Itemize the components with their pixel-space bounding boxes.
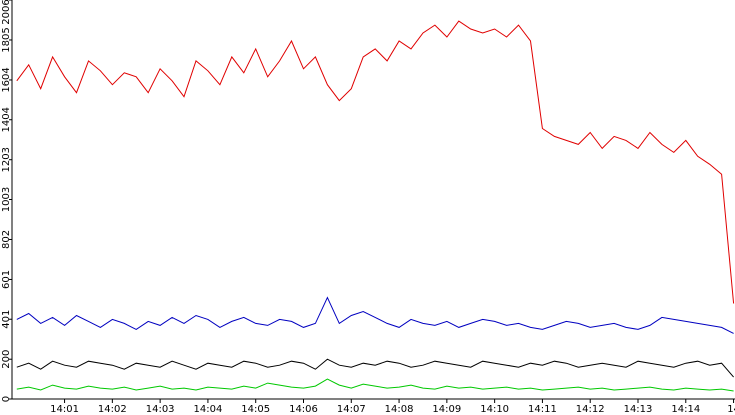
y-tick-label: 0 [1,396,12,402]
x-tick-label: 14:05 [241,404,270,415]
y-tick-label: 1003 [1,187,12,212]
x-tick-label: 14:03 [146,404,175,415]
x-tick-label: 14:06 [289,404,318,415]
x-tick-label: 14:02 [98,404,127,415]
series-line [16,296,734,334]
series-line [16,20,735,304]
x-tick-label: 14:14 [671,404,700,415]
y-tick-label: 1604 [1,67,12,92]
x-tick-label: 14:09 [432,404,461,415]
y-tick-label: 1805 [1,27,12,52]
y-tick-label: 601 [1,270,12,289]
series-line [16,358,734,378]
x-tick-label: 14:11 [528,404,557,415]
x-tick-label: 14:01 [50,404,79,415]
x-tick-label: 14 [727,404,735,415]
x-tick-label: 14:07 [337,404,366,415]
x-tick-label: 14:10 [480,404,509,415]
y-tick-label: 802 [1,230,12,249]
y-tick-label: 1203 [1,147,12,172]
y-tick-label: 200 [1,350,12,369]
x-tick-label: 14:08 [385,404,414,415]
y-tick-label: 2006 [1,0,12,25]
series-line [16,378,734,392]
y-tick-label: 401 [1,310,12,329]
x-tick-label: 14:13 [624,404,653,415]
y-tick-label: 1404 [1,107,12,132]
x-tick-label: 14:04 [194,404,223,415]
x-tick-label: 14:12 [576,404,605,415]
